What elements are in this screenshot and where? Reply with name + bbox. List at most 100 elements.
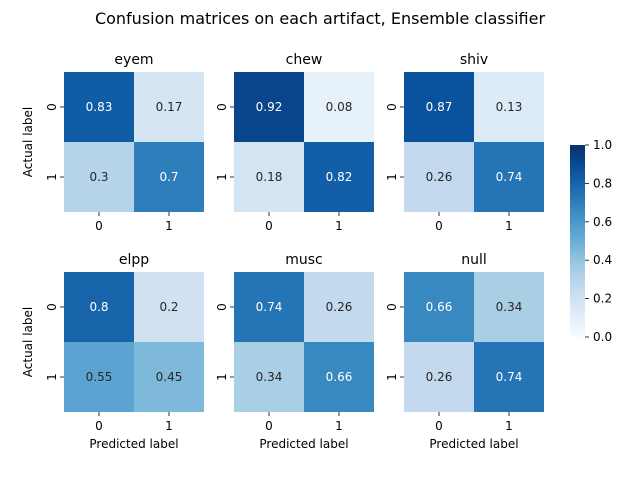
heatmap-cell	[404, 72, 474, 142]
x-axis-label: Predicted label	[429, 437, 518, 451]
colorbar-tick-label: 0.8	[593, 176, 612, 190]
heatmap-cell	[234, 72, 304, 142]
y-tick-label: 0	[385, 303, 399, 311]
y-tick-label: 1	[385, 173, 399, 181]
cell-value-label: 0.2	[159, 300, 178, 314]
y-axis-label: Actual label	[21, 107, 35, 177]
heatmap-cell	[304, 142, 374, 212]
cell-value-label: 0.66	[326, 370, 353, 384]
panel-shiv: shiv 0.87 0.13 0.26 0.74 0 1 0 1	[385, 52, 544, 233]
heatmap-cell	[474, 72, 544, 142]
cell-value-label: 0.8	[89, 300, 108, 314]
cell-value-label: 0.13	[496, 100, 523, 114]
y-tick-label: 1	[385, 373, 399, 381]
heatmap-cell	[404, 142, 474, 212]
x-axis-label: Predicted label	[89, 437, 178, 451]
x-tick-label: 1	[505, 419, 513, 433]
colorbar-tick-label: 0.0	[593, 330, 612, 344]
heatmap-cell	[474, 342, 544, 412]
x-tick-label: 1	[335, 219, 343, 233]
heatmap-cell	[304, 72, 374, 142]
x-tick-label: 1	[165, 419, 173, 433]
y-tick-label: 1	[215, 373, 229, 381]
colorbar: 0.0 0.2 0.4 0.6 0.8 1.0	[570, 138, 612, 344]
y-axis-label: Actual label	[21, 307, 35, 377]
colorbar-tick-label: 0.4	[593, 253, 612, 267]
colorbar-tick-label: 0.6	[593, 215, 612, 229]
cell-value-label: 0.92	[256, 100, 283, 114]
heatmap-cell	[134, 142, 204, 212]
heatmap-cell	[134, 72, 204, 142]
panel-title: elpp	[119, 252, 149, 268]
heatmap-cell	[64, 72, 134, 142]
cell-value-label: 0.55	[86, 370, 113, 384]
chart-title: Confusion matrices on each artifact, Ens…	[95, 9, 546, 28]
x-tick-label: 1	[165, 219, 173, 233]
cell-value-label: 0.74	[496, 170, 523, 184]
panel-title: chew	[286, 52, 323, 68]
heatmap-cell	[474, 142, 544, 212]
cell-value-label: 0.87	[426, 100, 453, 114]
panel-chew: chew 0.92 0.08 0.18 0.82 0 1 0 1	[215, 52, 374, 233]
cell-value-label: 0.26	[326, 300, 353, 314]
x-tick-label: 0	[435, 219, 443, 233]
y-tick-label: 0	[45, 103, 59, 111]
cell-value-label: 0.74	[256, 300, 283, 314]
panel-title: musc	[285, 252, 323, 268]
heatmap-cell	[64, 142, 134, 212]
heatmap-cell	[134, 272, 204, 342]
y-tick-label: 1	[45, 373, 59, 381]
heatmap-cell	[304, 272, 374, 342]
panel-musc: musc 0.74 0.26 0.34 0.66 0 1 0 1 Predicted label	[215, 252, 374, 451]
heatmap-cell	[234, 142, 304, 212]
cell-value-label: 0.08	[326, 100, 353, 114]
panel-null: null 0.66 0.34 0.26 0.74 0 1 0 1 Predicted label	[385, 252, 544, 451]
cell-value-label: 0.7	[159, 170, 178, 184]
cell-value-label: 0.66	[426, 300, 453, 314]
panel-title: eyem	[114, 52, 153, 68]
cell-value-label: 0.74	[496, 370, 523, 384]
x-tick-label: 1	[335, 419, 343, 433]
x-tick-label: 0	[95, 219, 103, 233]
y-tick-label: 0	[215, 303, 229, 311]
x-tick-label: 0	[435, 419, 443, 433]
heatmap-cell	[64, 272, 134, 342]
colorbar-tick-label: 0.2	[593, 292, 612, 306]
x-axis-label: Predicted label	[259, 437, 348, 451]
y-tick-label: 0	[385, 103, 399, 111]
heatmap-cell	[404, 272, 474, 342]
x-tick-label: 0	[265, 419, 273, 433]
panel-title: null	[461, 252, 487, 268]
heatmap-cell	[234, 342, 304, 412]
cell-value-label: 0.18	[256, 170, 283, 184]
panel-elpp: elpp 0.8 0.2 0.55 0.45 0 1 0 1 Predicted label Act…	[21, 252, 204, 451]
heatmap-cell	[234, 272, 304, 342]
cell-value-label: 0.17	[156, 100, 183, 114]
colorbar-gradient	[570, 145, 585, 337]
cell-value-label: 0.34	[256, 370, 283, 384]
cell-value-label: 0.26	[426, 170, 453, 184]
heatmap-cell	[304, 342, 374, 412]
heatmap-cell	[474, 272, 544, 342]
y-tick-label: 1	[215, 173, 229, 181]
panel-title: shiv	[460, 52, 488, 68]
cell-value-label: 0.34	[496, 300, 523, 314]
y-tick-label: 1	[45, 173, 59, 181]
y-tick-label: 0	[215, 103, 229, 111]
cell-value-label: 0.3	[89, 170, 108, 184]
heatmap-cell	[64, 342, 134, 412]
heatmap-panels: eyem 0.83 0.17 0.3 0.7 0 1 0 1 Actual label chew 0.…	[21, 52, 544, 451]
x-tick-label: 0	[265, 219, 273, 233]
cell-value-label: 0.83	[86, 100, 113, 114]
x-tick-label: 1	[505, 219, 513, 233]
colorbar-tick-label: 1.0	[593, 138, 612, 152]
heatmap-cell	[134, 342, 204, 412]
y-tick-label: 0	[45, 303, 59, 311]
cell-value-label: 0.45	[156, 370, 183, 384]
cell-value-label: 0.26	[426, 370, 453, 384]
cell-value-label: 0.82	[326, 170, 353, 184]
heatmap-cell	[404, 342, 474, 412]
panel-eyem: eyem 0.83 0.17 0.3 0.7 0 1 0 1 Actual label	[21, 52, 204, 233]
x-tick-label: 0	[95, 419, 103, 433]
